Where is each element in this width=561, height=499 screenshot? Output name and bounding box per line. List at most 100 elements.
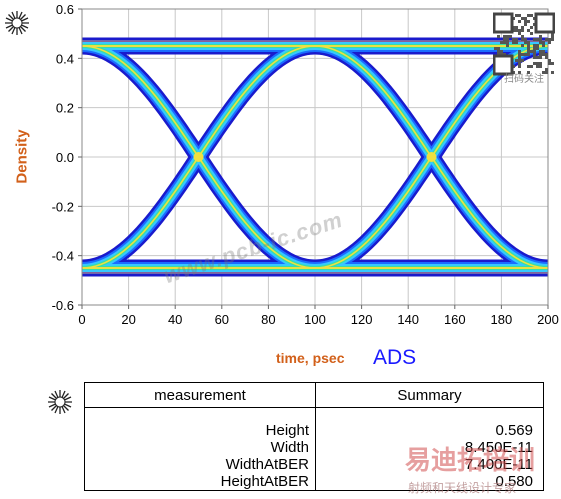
qr-module: [527, 47, 530, 50]
qr-module: [548, 38, 551, 41]
y-tick-label: 0.6: [56, 2, 74, 17]
qr-module: [545, 71, 548, 74]
qr-module: [536, 38, 539, 41]
x-tick-label: 20: [121, 312, 135, 327]
qr-module: [542, 44, 545, 47]
row-name-height: Height: [265, 422, 309, 439]
x-tick-label: 40: [168, 312, 182, 327]
qr-module: [521, 59, 524, 62]
qr-module: [548, 41, 551, 44]
qr-module: [521, 44, 524, 47]
qr-module: [536, 65, 539, 68]
qr-module: [533, 38, 536, 41]
qr-module: [515, 29, 518, 32]
qr-module: [500, 50, 503, 53]
x-tick-label: 160: [444, 312, 466, 327]
y-tick-label: -0.6: [52, 298, 74, 313]
x-tick-label: 200: [537, 312, 559, 327]
qr-module: [521, 29, 524, 32]
qr-module: [497, 50, 500, 53]
x-tick-label: 80: [261, 312, 275, 327]
measurement-values-cell: 0.569 8.450E-11 7.400E-11 0.580: [315, 407, 544, 491]
qr-module: [521, 26, 524, 29]
row-name-widthatber: WidthAtBER: [225, 456, 309, 473]
qr-module: [503, 41, 506, 44]
eye-diagram-chart: 0 20 40 60 80 100 120 140 160 180 200 0.6 0.4 0.2 0.0…: [52, 2, 559, 327]
qr-module: [533, 44, 536, 47]
qr-module: [524, 17, 527, 20]
y-tick-label: 0.0: [56, 150, 74, 165]
qr-module: [527, 20, 530, 23]
qr-caption: 扫码关注: [504, 74, 544, 85]
qr-module: [539, 56, 542, 59]
qr-module: [530, 14, 533, 17]
qr-module: [506, 44, 509, 47]
qr-module: [542, 53, 545, 56]
qr-module: [539, 65, 542, 68]
qr-module: [524, 53, 527, 56]
qr-module: [536, 62, 539, 65]
y-tick-label: -0.2: [52, 199, 74, 214]
qr-module: [533, 62, 536, 65]
qr-module: [518, 59, 521, 62]
qr-module: [518, 56, 521, 59]
agilent-logo-icon: [5, 11, 29, 35]
qr-module: [521, 38, 524, 41]
qr-module: [518, 32, 521, 35]
measurement-names-cell: Height Width WidthAtBER HeightAtBER: [84, 407, 316, 491]
eye-crossing-point: [193, 152, 204, 162]
qr-module: [494, 47, 497, 50]
qr-finder: [493, 12, 514, 34]
cn-sub-watermark: 射频和天线设计专家: [408, 481, 517, 495]
cn-brand-watermark: 易迪拓培训: [405, 445, 536, 475]
qr-module: [524, 41, 527, 44]
qr-module: [497, 47, 500, 50]
agilent-logo-icon: [48, 390, 72, 414]
qr-finder: [534, 12, 555, 34]
qr-module: [545, 53, 548, 56]
qr-module: [524, 23, 527, 26]
qr-module: [527, 53, 530, 56]
qr-module: [503, 38, 506, 41]
eye-traces: [82, 37, 548, 277]
qr-module: [500, 41, 503, 44]
qr-module: [536, 47, 539, 50]
qr-module: [506, 38, 509, 41]
qr-module: [503, 35, 506, 38]
qr-module: [548, 59, 551, 62]
qr-module: [515, 38, 518, 41]
qr-module: [533, 50, 536, 53]
eye-crossing-point: [426, 152, 437, 162]
qr-module: [527, 71, 530, 74]
qr-module: [551, 62, 554, 65]
y-tick-label: -0.4: [52, 249, 74, 264]
qr-module: [527, 50, 530, 53]
y-axis-label: Density: [13, 129, 31, 184]
qr-module: [512, 38, 515, 41]
qr-module: [515, 26, 518, 29]
qr-module: [527, 44, 530, 47]
qr-module: [521, 17, 524, 20]
qr-module: [545, 56, 548, 59]
qr-module: [533, 47, 536, 50]
qr-module: [524, 20, 527, 23]
qr-module: [521, 35, 524, 38]
qr-module: [515, 14, 518, 17]
qr-module: [542, 50, 545, 53]
y-tick-label: 0.4: [56, 51, 74, 66]
qr-module: [530, 26, 533, 29]
qr-module: [551, 38, 554, 41]
qr-module: [551, 71, 554, 74]
x-tick-label: 0: [78, 312, 85, 327]
qr-module: [533, 56, 536, 59]
x-tick-label: 180: [491, 312, 513, 327]
qr-module: [497, 35, 500, 38]
qr-module: [509, 35, 512, 38]
qr-code-icon: [493, 12, 555, 76]
row-name-width: Width: [270, 439, 309, 456]
qr-finder: [493, 54, 514, 76]
row-value-height: 0.569: [495, 422, 533, 439]
qr-module: [545, 68, 548, 71]
qr-module: [539, 35, 542, 38]
qr-module: [518, 14, 521, 17]
